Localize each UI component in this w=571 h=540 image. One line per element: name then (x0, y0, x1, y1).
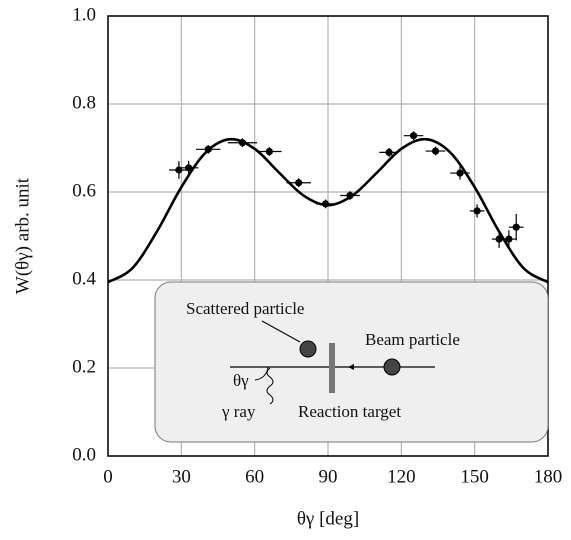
x-tick-label: 90 (319, 466, 338, 487)
annotation: θγ (233, 371, 249, 390)
y-tick-label: 0.8 (72, 92, 96, 113)
data-point (512, 223, 520, 231)
y-tick-label: 0.0 (72, 444, 96, 465)
scattered-particle (299, 340, 317, 358)
data-point (295, 179, 303, 187)
data-point (505, 235, 513, 243)
x-tick-label: 180 (534, 466, 563, 487)
x-tick-label: 0 (103, 466, 113, 487)
y-tick-label: 0.6 (72, 180, 96, 201)
y-tick-label: 1.0 (72, 4, 96, 25)
plot-frame (107, 15, 549, 457)
annotation: Reaction target (298, 402, 401, 421)
data-point (495, 235, 503, 243)
data-point (185, 164, 193, 172)
beam-particle (383, 358, 401, 376)
data-point (431, 147, 440, 155)
inset-box (154, 281, 549, 443)
annotation: Beam particle (365, 330, 460, 349)
y-tick-label: 0.4 (72, 268, 96, 289)
data-point (409, 132, 418, 140)
x-axis-label: θγ [deg] (297, 508, 359, 529)
x-tick-label: 30 (172, 466, 191, 487)
annotation: Scattered particle (186, 299, 304, 318)
data-point (456, 169, 464, 177)
pointer (261, 320, 301, 343)
data-point (385, 148, 393, 156)
x-tick-label: 60 (245, 466, 264, 487)
arrow-head (348, 364, 354, 370)
gamma-ray (266, 367, 274, 405)
y-axis-label: W(θγ) arb. unit (12, 177, 33, 294)
annotation: γ ray (221, 402, 256, 421)
marks (107, 131, 549, 284)
target (329, 343, 335, 393)
angle-arc (254, 366, 269, 381)
data-point (265, 147, 273, 156)
y-tick-label: 0.2 (72, 356, 96, 377)
x-tick-label: 120 (387, 466, 416, 487)
fit-curve (107, 137, 549, 284)
inset-diagram: Scattered particle Beam particle θγ γ ra… (154, 281, 549, 443)
data-point (473, 207, 481, 215)
x-tick-label: 150 (460, 466, 489, 487)
